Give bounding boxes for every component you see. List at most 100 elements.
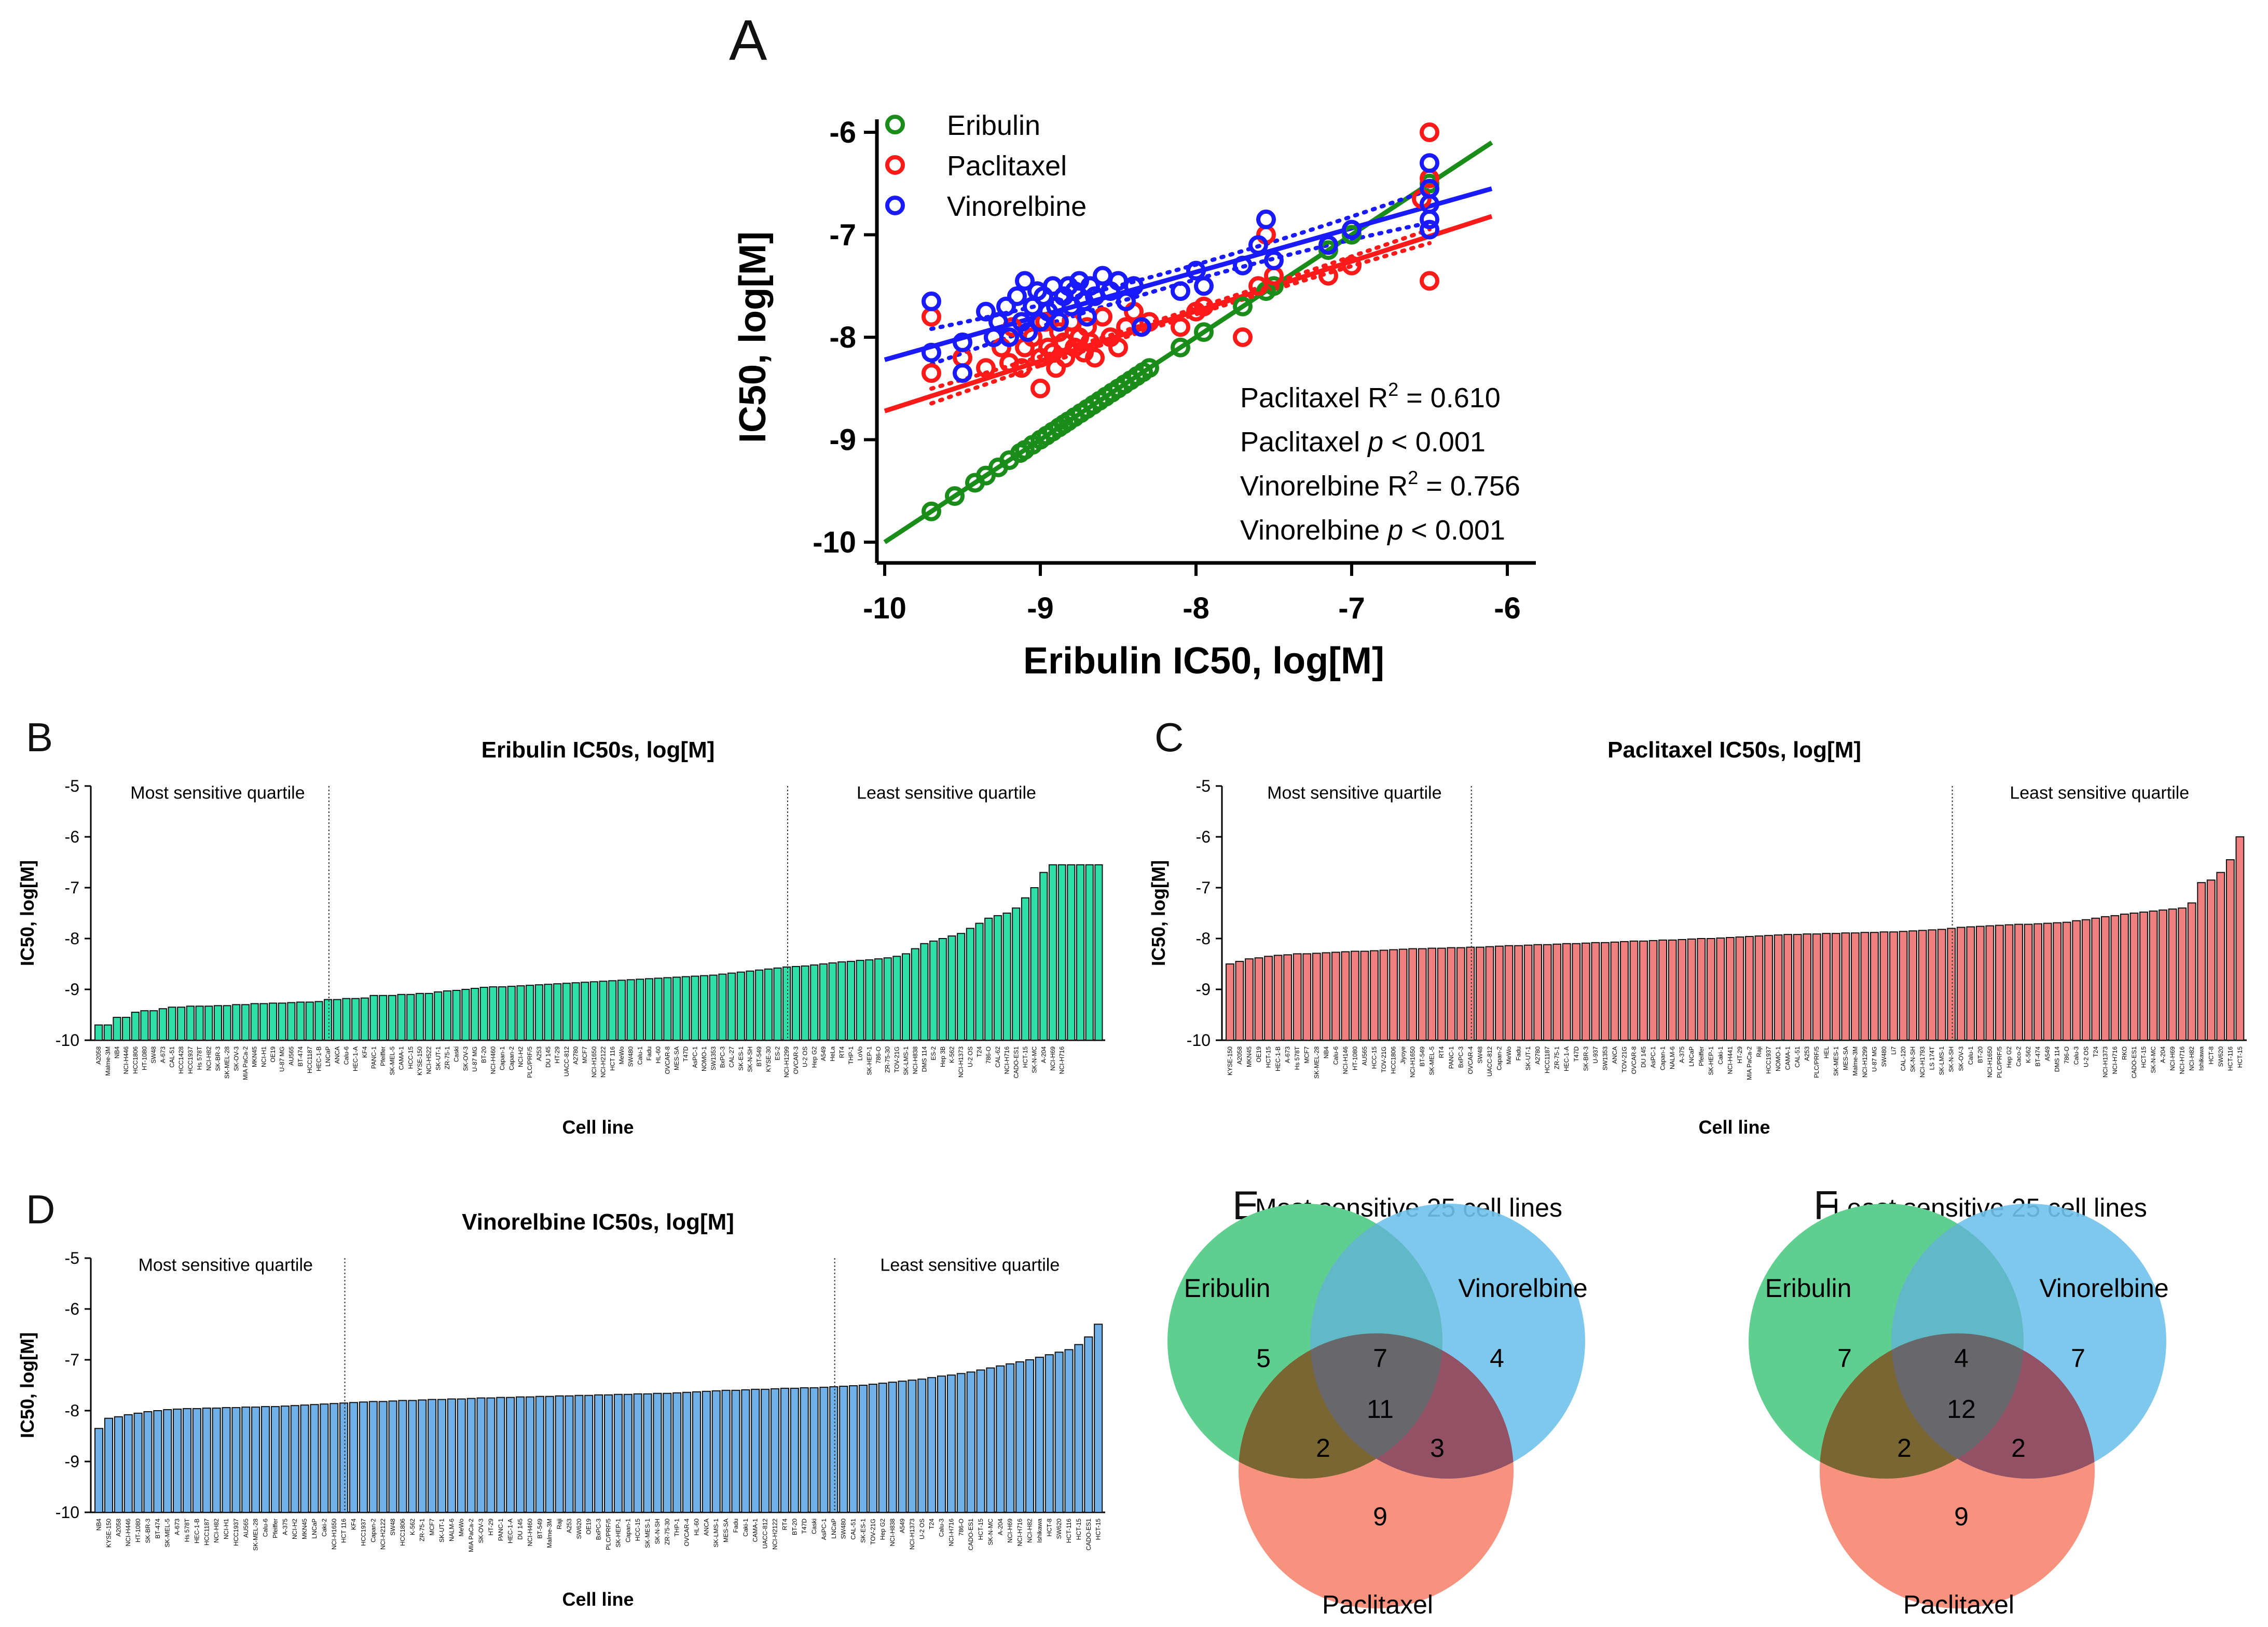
bar <box>623 1394 633 1513</box>
category-label: HEC-1-A <box>1563 1046 1570 1071</box>
category-label: DMS 114 <box>920 1046 928 1072</box>
count-paclitaxel-only: 9 <box>1954 1502 1969 1531</box>
bar <box>663 977 672 1041</box>
category-label: LNCaP <box>830 1519 837 1539</box>
bar <box>268 1002 278 1041</box>
bar <box>1956 927 1965 1041</box>
bar <box>801 965 809 1041</box>
category-label: SW620 <box>575 1519 583 1539</box>
point-paclitaxel <box>1248 276 1268 296</box>
bar <box>2159 909 2167 1041</box>
bar <box>133 1412 143 1513</box>
bar <box>2149 911 2158 1041</box>
category-label: HCT-15 <box>1265 1046 1272 1068</box>
point-vinorelbine <box>999 327 1019 347</box>
bar <box>388 1400 397 1513</box>
point-paclitaxel <box>1085 348 1105 368</box>
category-label: KYSE-150 <box>416 1046 423 1076</box>
category-label: SK-LMS-1 <box>902 1046 910 1076</box>
bar <box>1591 942 1600 1041</box>
category-label: HCT-15 <box>2236 1046 2244 1068</box>
category-label: MKN45 <box>251 1046 258 1067</box>
bar <box>721 1389 731 1513</box>
bar <box>324 999 333 1041</box>
category-label: Li7 <box>1890 1046 1898 1055</box>
chart-title: Eribulin IC50s, log[M] <box>482 737 715 763</box>
bar <box>810 964 819 1041</box>
category-label: OVCAR-8 <box>664 1046 671 1074</box>
category-label: HCT-15 <box>977 1519 984 1540</box>
bar <box>1495 945 1504 1041</box>
point-eribulin <box>1139 358 1159 378</box>
bar <box>1475 946 1484 1041</box>
bar <box>966 1371 975 1513</box>
category-label: HT-1080 <box>1351 1046 1358 1070</box>
bar <box>1035 1357 1044 1513</box>
category-label: T24 <box>2092 1046 2099 1057</box>
bar <box>104 1417 113 1513</box>
bar <box>114 1416 123 1513</box>
bar <box>415 992 424 1041</box>
bar <box>434 991 443 1041</box>
category-label: OE19 <box>1255 1046 1262 1063</box>
y-tick-label: -8 <box>65 1401 79 1420</box>
category-label: PLC/PRF/5 <box>1813 1046 1820 1078</box>
bar <box>819 1386 829 1513</box>
category-label: BT-549 <box>536 1519 543 1539</box>
y-axis-title: IC50, log[M] <box>732 231 774 443</box>
bar <box>2110 915 2120 1041</box>
category-label: NCI-H446 <box>125 1519 132 1547</box>
bar <box>902 953 911 1041</box>
bar <box>731 1389 740 1513</box>
bar <box>290 1405 299 1513</box>
bar <box>1572 943 1581 1041</box>
bar <box>1094 1323 1103 1513</box>
bar <box>1687 938 1696 1041</box>
category-label: Caco-2 <box>2015 1046 2023 1067</box>
category-label: MKN45 <box>301 1519 308 1539</box>
annotation: Vinorelbine R2 = 0.756 <box>1240 467 1520 502</box>
category-label: KYSE-30 <box>765 1046 772 1072</box>
category-label: KYSE-150 <box>1226 1046 1233 1076</box>
bar <box>874 958 883 1041</box>
panel-b: B Eribulin IC50s, log[M] -5 -6 -7 -8 -9 -10 IC50… <box>17 714 1105 1138</box>
count-vinorelbine-only: 7 <box>2071 1344 2085 1373</box>
category-label: BxPC-3 <box>1457 1046 1464 1068</box>
bar <box>780 1387 789 1513</box>
venn-label-eribulin: Eribulin <box>1184 1274 1271 1303</box>
category-label: NCI-H1299 <box>783 1046 790 1078</box>
category-label: HT-29 <box>554 1046 561 1064</box>
category-label: LoVo <box>857 1046 864 1061</box>
bar <box>1985 925 1995 1041</box>
bar <box>2168 908 2177 1041</box>
category-label: HCT-8 <box>2207 1046 2215 1065</box>
category-label: T24 <box>928 1519 936 1529</box>
y-tick-label: -9 <box>65 980 79 999</box>
bar <box>1523 944 1533 1041</box>
bar <box>241 1407 251 1513</box>
point-paclitaxel <box>1420 122 1439 142</box>
bar <box>447 1398 456 1513</box>
category-label: Fadu <box>732 1519 739 1533</box>
quartile-label-most: Most sensitive quartile <box>1267 783 1441 803</box>
category-label: HCC-15 <box>1370 1046 1378 1069</box>
category-label: Hep 3B <box>939 1046 946 1067</box>
x-tick-label: -7 <box>1338 591 1365 625</box>
bar <box>1021 897 1030 1041</box>
category-label: HCT-116 <box>2226 1046 2234 1071</box>
category-label: NCI-H716 <box>1004 1046 1011 1074</box>
category-label: HeLa <box>829 1046 836 1061</box>
bar <box>1012 907 1021 1041</box>
bar <box>865 959 874 1041</box>
count-vinorelbine-paclitaxel: 2 <box>2011 1433 2026 1463</box>
bar <box>691 975 699 1041</box>
category-label: HCT 116 <box>340 1519 348 1543</box>
y-tick-label: -6 <box>1196 828 1211 846</box>
category-label: SK-N-SH <box>746 1046 753 1072</box>
bar <box>1668 939 1677 1041</box>
category-label: Capan-2 <box>1495 1046 1503 1070</box>
bar <box>993 915 1002 1041</box>
category-label: CAL-51 <box>1794 1046 1801 1068</box>
count-all-three: 11 <box>1367 1395 1394 1424</box>
category-label: SK-OV-3 <box>232 1046 240 1071</box>
